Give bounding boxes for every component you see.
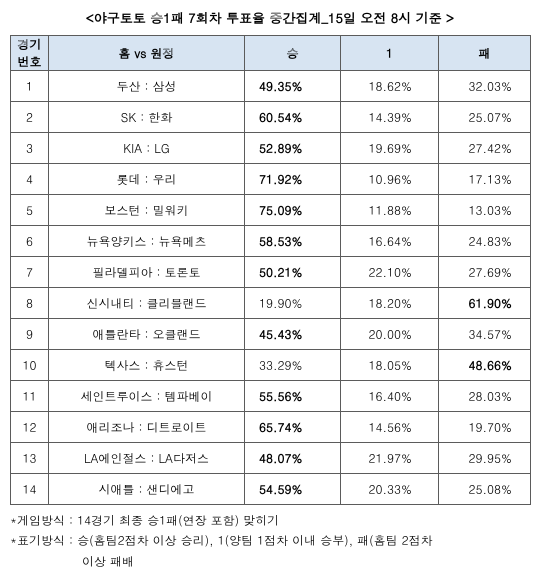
cell-win: 58.53%	[245, 226, 341, 257]
cell-draw: 18.20%	[341, 288, 439, 319]
th-number: 경기 번호	[11, 36, 49, 71]
cell-number: 10	[11, 350, 49, 381]
cell-draw: 18.05%	[341, 350, 439, 381]
cell-match: SK : 한화	[49, 102, 245, 133]
table-row: 4롯데 : 우리71.92%10.96%17.13%	[11, 164, 531, 195]
cell-lose: 25.07%	[439, 102, 531, 133]
table-row: 3KIA : LG52.89%19.69%27.42%	[11, 133, 531, 164]
cell-match: 애틀란타 : 오클랜드	[49, 319, 245, 350]
cell-lose: 17.13%	[439, 164, 531, 195]
cell-match: 신시내티 : 클리블랜드	[49, 288, 245, 319]
cell-number: 7	[11, 257, 49, 288]
th-win: 승	[245, 36, 341, 71]
cell-lose: 27.42%	[439, 133, 531, 164]
cell-match: 필라델피아 : 토론토	[49, 257, 245, 288]
cell-win: 55.56%	[245, 381, 341, 412]
cell-match: KIA : LG	[49, 133, 245, 164]
cell-number: 2	[11, 102, 49, 133]
cell-win: 45.43%	[245, 319, 341, 350]
cell-lose: 48.66%	[439, 350, 531, 381]
table-row: 7필라델피아 : 토론토50.21%22.10%27.69%	[11, 257, 531, 288]
cell-number: 4	[11, 164, 49, 195]
cell-draw: 21.97%	[341, 443, 439, 474]
table-row: 6뉴욕양키스 : 뉴욕메츠58.53%16.64%24.83%	[11, 226, 531, 257]
cell-win: 19.90%	[245, 288, 341, 319]
th-match: 홈 vs 원정	[49, 36, 245, 71]
cell-match: 보스턴 : 밀워키	[49, 195, 245, 226]
page-title: <야구토토 승1패 7회차 투표율 중간집계_15일 오전 8시 기준 >	[10, 8, 530, 27]
cell-lose: 13.03%	[439, 195, 531, 226]
cell-match: LA에인절스 : LA다저스	[49, 443, 245, 474]
table-row: 12애리조나 : 디트로이트65.74%14.56%19.70%	[11, 412, 531, 443]
cell-draw: 20.00%	[341, 319, 439, 350]
table-row: 8신시내티 : 클리블랜드19.90%18.20%61.90%	[11, 288, 531, 319]
cell-win: 49.35%	[245, 71, 341, 102]
cell-win: 60.54%	[245, 102, 341, 133]
cell-number: 14	[11, 474, 49, 505]
th-number-line1: 경기	[11, 36, 48, 53]
cell-number: 9	[11, 319, 49, 350]
cell-number: 13	[11, 443, 49, 474]
cell-match: 시애틀 : 샌디에고	[49, 474, 245, 505]
cell-lose: 24.83%	[439, 226, 531, 257]
cell-lose: 27.69%	[439, 257, 531, 288]
cell-lose: 61.90%	[439, 288, 531, 319]
cell-win: 33.29%	[245, 350, 341, 381]
table-row: 9애틀란타 : 오클랜드45.43%20.00%34.57%	[11, 319, 531, 350]
cell-match: 뉴욕양키스 : 뉴욕메츠	[49, 226, 245, 257]
cell-draw: 20.33%	[341, 474, 439, 505]
cell-match: 롯데 : 우리	[49, 164, 245, 195]
cell-number: 11	[11, 381, 49, 412]
th-number-line2: 번호	[11, 53, 48, 70]
cell-win: 75.09%	[245, 195, 341, 226]
vote-table: 경기 번호 홈 vs 원정 승 1 패 1두산 : 삼성49.35%18.62%…	[10, 35, 531, 505]
cell-lose: 34.57%	[439, 319, 531, 350]
table-row: 5보스턴 : 밀워키75.09%11.88%13.03%	[11, 195, 531, 226]
cell-draw: 19.69%	[341, 133, 439, 164]
cell-lose: 25.08%	[439, 474, 531, 505]
cell-win: 54.59%	[245, 474, 341, 505]
cell-win: 52.89%	[245, 133, 341, 164]
cell-match: 세인트루이스 : 템파베이	[49, 381, 245, 412]
th-draw: 1	[341, 36, 439, 71]
cell-win: 50.21%	[245, 257, 341, 288]
cell-lose: 28.03%	[439, 381, 531, 412]
table-header-row: 경기 번호 홈 vs 원정 승 1 패	[11, 36, 531, 71]
cell-win: 65.74%	[245, 412, 341, 443]
footnote-game-method: *게임방식 : 14경기 최종 승1패(연장 포함) 맞히기	[10, 511, 530, 531]
cell-win: 48.07%	[245, 443, 341, 474]
cell-draw: 10.96%	[341, 164, 439, 195]
footnotes: *게임방식 : 14경기 최종 승1패(연장 포함) 맞히기 *표기방식 : 승…	[10, 511, 530, 572]
footnote-notation-1: *표기방식 : 승(홈팀2점차 이상 승리), 1(양팀 1점차 이내 승부),…	[10, 531, 530, 551]
th-lose: 패	[439, 36, 531, 71]
cell-lose: 32.03%	[439, 71, 531, 102]
table-row: 2SK : 한화60.54%14.39%25.07%	[11, 102, 531, 133]
cell-draw: 11.88%	[341, 195, 439, 226]
cell-number: 8	[11, 288, 49, 319]
cell-draw: 16.40%	[341, 381, 439, 412]
cell-number: 3	[11, 133, 49, 164]
cell-draw: 22.10%	[341, 257, 439, 288]
table-body: 1두산 : 삼성49.35%18.62%32.03%2SK : 한화60.54%…	[11, 71, 531, 505]
table-row: 13LA에인절스 : LA다저스48.07%21.97%29.95%	[11, 443, 531, 474]
cell-number: 1	[11, 71, 49, 102]
cell-lose: 19.70%	[439, 412, 531, 443]
cell-match: 두산 : 삼성	[49, 71, 245, 102]
cell-match: 텍사스 : 휴스턴	[49, 350, 245, 381]
table-row: 11세인트루이스 : 템파베이55.56%16.40%28.03%	[11, 381, 531, 412]
cell-draw: 14.56%	[341, 412, 439, 443]
cell-match: 애리조나 : 디트로이트	[49, 412, 245, 443]
table-row: 14시애틀 : 샌디에고54.59%20.33%25.08%	[11, 474, 531, 505]
footnote-notation-2: 이상 패배	[10, 552, 530, 572]
table-row: 10텍사스 : 휴스턴33.29%18.05%48.66%	[11, 350, 531, 381]
cell-draw: 18.62%	[341, 71, 439, 102]
table-row: 1두산 : 삼성49.35%18.62%32.03%	[11, 71, 531, 102]
cell-draw: 14.39%	[341, 102, 439, 133]
cell-number: 5	[11, 195, 49, 226]
cell-win: 71.92%	[245, 164, 341, 195]
cell-number: 6	[11, 226, 49, 257]
cell-lose: 29.95%	[439, 443, 531, 474]
cell-number: 12	[11, 412, 49, 443]
cell-draw: 16.64%	[341, 226, 439, 257]
